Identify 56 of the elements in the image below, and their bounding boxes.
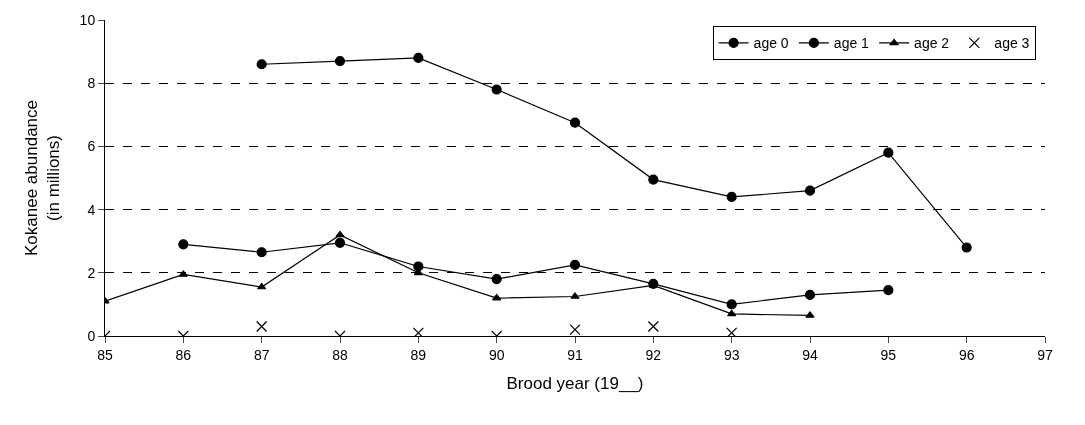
point [413,52,424,64]
point [647,320,659,333]
point [726,299,737,310]
x-tick-label: 90 [488,346,505,363]
point [178,239,189,250]
point [256,59,267,70]
point [412,327,424,336]
point [883,285,894,296]
x-tick-label: 93 [723,346,740,363]
y-tick-label: 0 [87,327,96,344]
x-tick-label: 91 [567,346,583,363]
x-tick-label: 95 [880,346,897,363]
x-tick-label: 92 [645,346,662,363]
y-tick-label: 8 [87,75,96,92]
legend-label: age 2 [914,35,950,52]
point [961,242,972,253]
y-tick-label: 6 [87,138,96,155]
x-tick-label: 96 [958,346,975,363]
point [726,327,738,336]
point [727,309,737,317]
point [569,324,581,336]
point [491,84,502,95]
x-tick-label: 94 [802,346,818,363]
point [256,247,267,258]
point [413,261,424,272]
point [334,55,346,67]
point [256,320,268,333]
point [334,237,346,248]
x-tick-label: 85 [97,346,113,363]
point [178,270,188,277]
point [883,147,894,158]
point [335,230,345,238]
point [257,282,267,290]
legend-label: age 1 [833,35,870,52]
y-tick-label: 4 [87,201,96,218]
y-axis-title: Kokanee abundance (in millions) [22,100,64,256]
point [648,174,659,185]
y-tick-label: 2 [87,264,96,281]
y-tick-label: 10 [79,11,96,28]
x-tick-label: 86 [175,346,192,363]
x-axis-title: Brood year (19__) [506,374,644,394]
legend-label: age 0 [753,35,789,52]
point [569,117,581,128]
point [569,259,581,270]
point [570,292,580,299]
x-tick-label: 89 [410,346,427,363]
point [726,191,737,203]
x-tick-label: 87 [253,346,270,363]
x-tick-label: 97 [1037,346,1053,363]
point [492,293,502,301]
point [491,274,502,285]
legend-label: age 3 [994,35,1030,52]
point [804,289,816,301]
x-tick-label: 88 [332,346,348,363]
point [804,185,816,196]
point [805,311,815,318]
